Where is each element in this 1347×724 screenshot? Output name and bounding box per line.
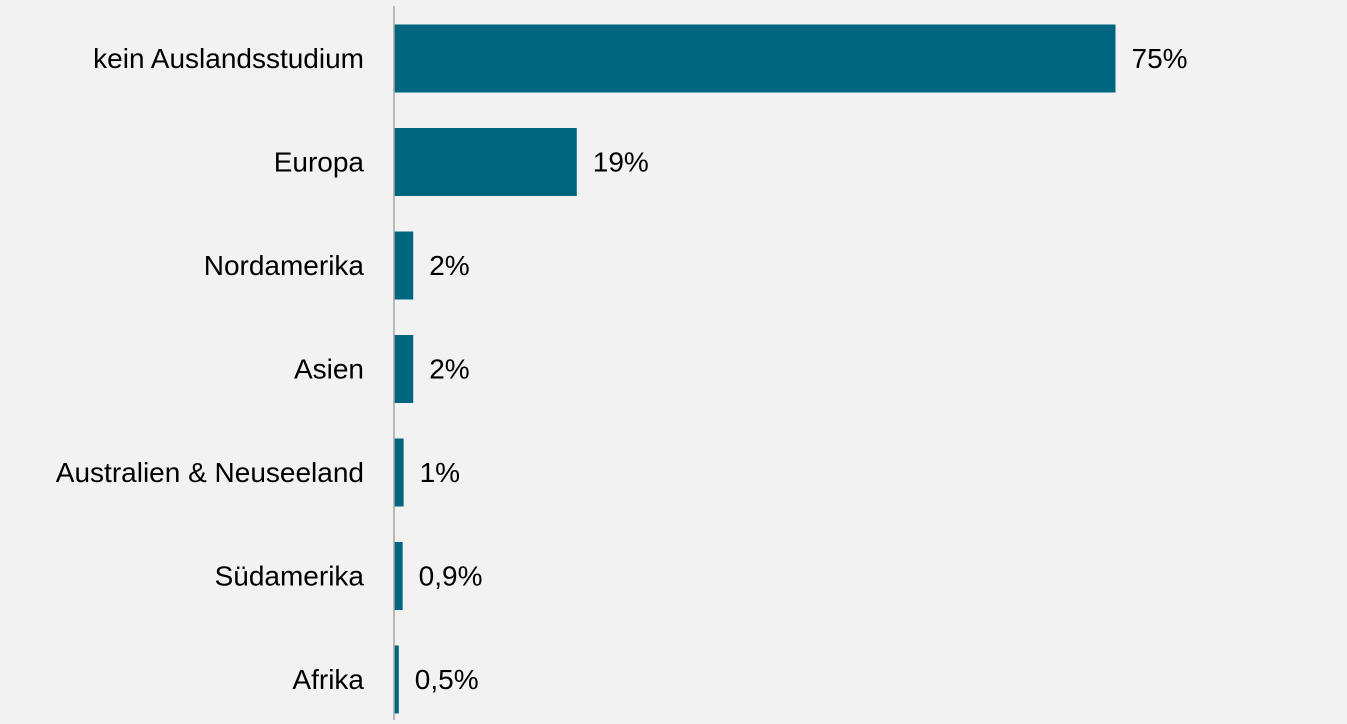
value-label: 2%	[429, 250, 469, 281]
bar-3	[394, 335, 414, 403]
bar-0	[394, 24, 1116, 93]
value-label: 0,5%	[415, 664, 479, 695]
labels-group: kein Auslandsstudium 75% Europa 19% Nordamer…	[56, 43, 1188, 695]
bar-1	[394, 128, 577, 196]
bar-4	[394, 438, 404, 507]
bar-6	[394, 645, 399, 714]
value-label: 1%	[420, 457, 460, 488]
category-label: Nordamerika	[204, 250, 365, 281]
value-label: 75%	[1132, 43, 1188, 74]
bar-2	[394, 231, 414, 300]
value-label: 0,9%	[419, 561, 483, 592]
value-label: 2%	[429, 354, 469, 385]
value-label: 19%	[593, 147, 649, 178]
category-label: Afrika	[292, 664, 364, 695]
category-label: Australien & Neuseeland	[56, 457, 364, 488]
category-label: Europa	[274, 147, 365, 178]
bars-group	[394, 24, 1116, 714]
category-label: Asien	[294, 354, 364, 385]
category-label: kein Auslandsstudium	[93, 43, 364, 74]
bar-5	[394, 542, 403, 610]
category-label: Südamerika	[215, 561, 365, 592]
